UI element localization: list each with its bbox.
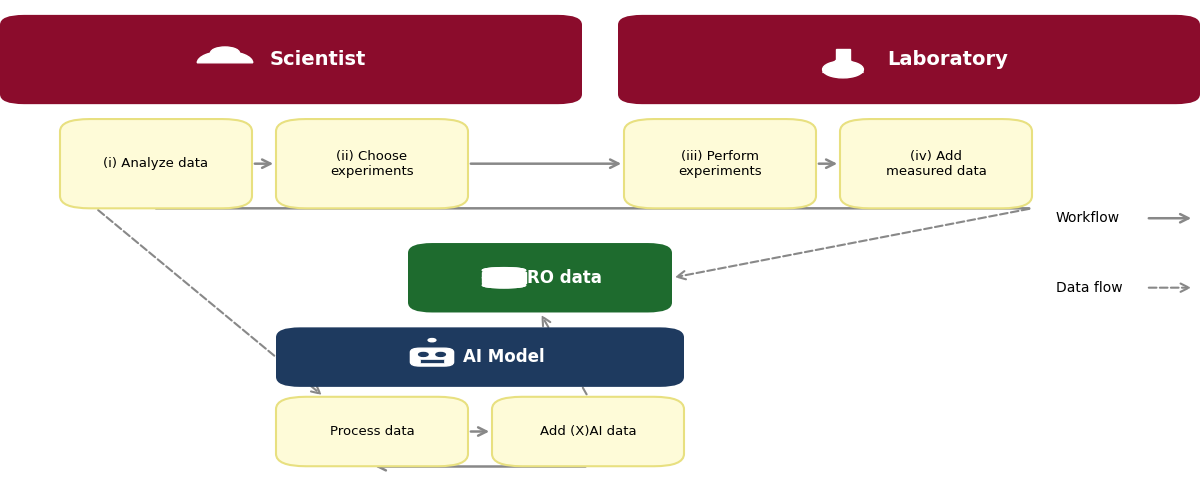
Ellipse shape bbox=[482, 283, 526, 288]
FancyBboxPatch shape bbox=[0, 15, 582, 104]
FancyBboxPatch shape bbox=[492, 397, 684, 466]
FancyBboxPatch shape bbox=[60, 119, 252, 208]
FancyBboxPatch shape bbox=[618, 15, 1200, 104]
FancyBboxPatch shape bbox=[276, 119, 468, 208]
FancyBboxPatch shape bbox=[482, 272, 526, 283]
Text: (ii) Choose
experiments: (ii) Choose experiments bbox=[330, 150, 414, 178]
Ellipse shape bbox=[482, 268, 526, 273]
FancyBboxPatch shape bbox=[420, 359, 444, 364]
Circle shape bbox=[436, 353, 445, 357]
Circle shape bbox=[428, 339, 436, 342]
Wedge shape bbox=[197, 52, 253, 63]
Text: Scientist: Scientist bbox=[270, 50, 366, 69]
FancyBboxPatch shape bbox=[276, 327, 684, 387]
FancyBboxPatch shape bbox=[276, 397, 468, 466]
Text: Data flow: Data flow bbox=[1056, 281, 1123, 295]
Text: (iv) Add
measured data: (iv) Add measured data bbox=[886, 150, 986, 178]
Text: (iii) Perform
experiments: (iii) Perform experiments bbox=[678, 150, 762, 178]
FancyBboxPatch shape bbox=[410, 348, 454, 366]
FancyBboxPatch shape bbox=[835, 49, 851, 61]
Polygon shape bbox=[823, 61, 864, 72]
Circle shape bbox=[823, 61, 864, 78]
Ellipse shape bbox=[482, 283, 526, 288]
Ellipse shape bbox=[482, 275, 526, 280]
Text: Process data: Process data bbox=[330, 425, 414, 438]
Text: (i) Analyze data: (i) Analyze data bbox=[103, 157, 209, 170]
Text: AI Model: AI Model bbox=[463, 348, 545, 366]
Text: Workflow: Workflow bbox=[1056, 211, 1120, 225]
Ellipse shape bbox=[482, 268, 526, 273]
FancyBboxPatch shape bbox=[840, 119, 1032, 208]
Circle shape bbox=[419, 353, 428, 357]
FancyBboxPatch shape bbox=[624, 119, 816, 208]
Circle shape bbox=[210, 47, 240, 59]
FancyBboxPatch shape bbox=[408, 243, 672, 312]
Text: RO data: RO data bbox=[527, 269, 601, 287]
Text: Add (X)AI data: Add (X)AI data bbox=[540, 425, 636, 438]
Text: Laboratory: Laboratory bbox=[888, 50, 1008, 69]
